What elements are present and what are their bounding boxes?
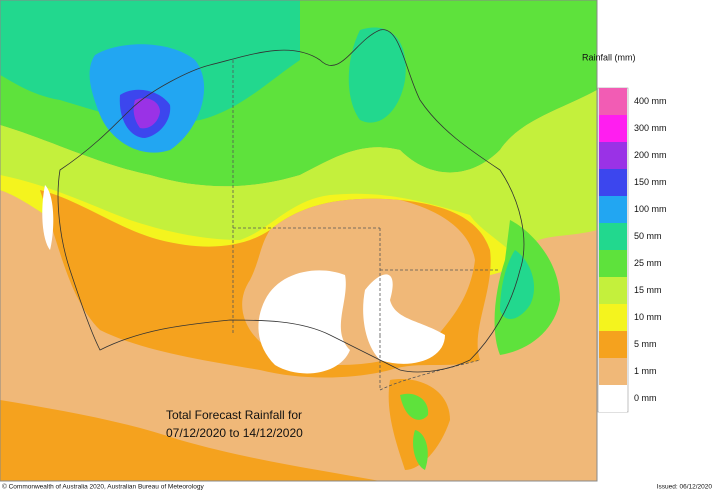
legend-label: 100 mm — [634, 204, 667, 214]
legend-label: 400 mm — [634, 96, 667, 106]
legend-label: 150 mm — [634, 177, 667, 187]
annotation-line: Total Forecast Rainfall for — [166, 408, 302, 422]
legend-swatch — [599, 142, 627, 169]
legend-swatch — [599, 115, 627, 142]
legend-swatch — [599, 385, 627, 412]
copyright: © Commonwealth of Australia 2020, Austra… — [2, 483, 204, 491]
region-200mm — [133, 98, 160, 129]
map-frame — [0, 0, 598, 482]
legend-label: 15 mm — [634, 285, 662, 295]
legend-label: 25 mm — [634, 258, 662, 268]
coastline — [57, 29, 525, 373]
issued-date: Issued: 06/12/2020 — [657, 484, 713, 491]
legend-swatch — [599, 223, 627, 250]
legend-swatch — [599, 169, 627, 196]
legend-label: 1 mm — [634, 366, 657, 376]
legend-swatch — [599, 277, 627, 304]
region-5mm-south — [0, 400, 380, 481]
region-0mm-coast — [42, 185, 54, 250]
legend: Rainfall (mm) 400 mm 300 mm 200 mm 150 mm 10… — [582, 52, 667, 413]
legend-swatch — [599, 331, 627, 358]
region-25mm-vic — [400, 393, 429, 470]
legend-label: 5 mm — [634, 339, 657, 349]
legend-swatch — [599, 196, 627, 223]
legend-label: 50 mm — [634, 231, 662, 241]
region-0mm-west — [258, 270, 350, 374]
legend-label: 0 mm — [634, 393, 657, 403]
annotation-line: 07/12/2020 to 14/12/2020 — [166, 426, 303, 440]
region-50mm-cape — [348, 27, 406, 123]
map-area: Total Forecast Rainfall for 07/12/2020 t… — [0, 0, 598, 482]
legend-label: 200 mm — [634, 150, 667, 160]
legend-swatch — [599, 358, 627, 385]
legend-label: 300 mm — [634, 123, 667, 133]
region-0mm-east — [363, 274, 445, 364]
region-50mm-east — [500, 250, 535, 320]
legend-swatch — [599, 250, 627, 277]
legend-swatch — [599, 88, 627, 115]
legend-label: 10 mm — [634, 312, 662, 322]
state-borders — [232, 60, 500, 391]
legend-title: Rainfall (mm) — [582, 52, 636, 62]
legend-swatch — [599, 304, 627, 331]
